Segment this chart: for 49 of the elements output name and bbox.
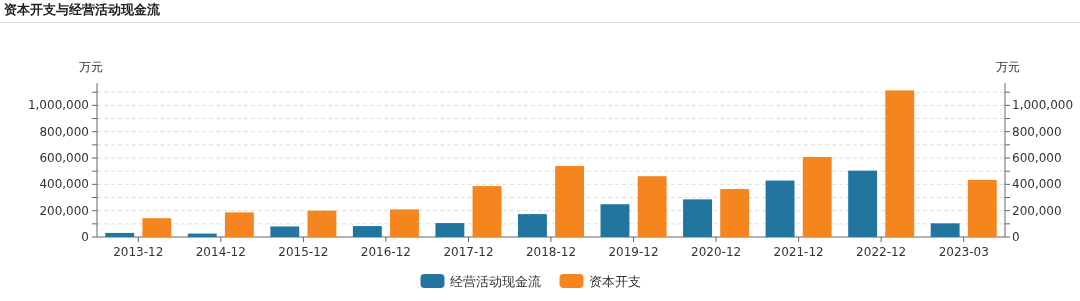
legend-label: 经营活动现金流 (449, 274, 541, 289)
y2-axis-title: 万元 (996, 60, 1020, 74)
x-tick-label: 2018-12 (525, 245, 577, 259)
bar (930, 223, 960, 237)
x-tick-label: 2015-12 (278, 245, 329, 259)
y2-tick-label: 1,000,000 (1012, 98, 1074, 113)
x-tick-label: 2019-12 (608, 245, 659, 259)
y-tick-label: 1,000,000 (27, 98, 89, 113)
bar (435, 223, 465, 237)
bar (390, 209, 419, 237)
chart-title: 资本开支与经营活动现金流 (4, 2, 161, 17)
x-tick-label: 2016-12 (360, 245, 411, 259)
bar (720, 189, 750, 237)
y2-tick-label: 400,000 (1012, 177, 1062, 192)
bar (885, 90, 915, 237)
y-tick-label: 200,000 (39, 203, 89, 218)
y-tick-label: 0 (81, 230, 89, 244)
bar (683, 199, 712, 237)
bar (352, 226, 382, 237)
y2-tick-label: 600,000 (1012, 151, 1062, 166)
bar (600, 204, 630, 237)
y2-tick-label: 800,000 (1012, 124, 1062, 139)
x-tick-label: 2021-12 (773, 245, 824, 259)
bar (105, 232, 135, 237)
bar (967, 179, 997, 237)
x-tick-label: 2017-12 (443, 245, 494, 259)
y-axis-title: 万元 (79, 60, 103, 74)
legend-label: 资本开支 (588, 274, 641, 289)
bar (848, 170, 878, 237)
bar (637, 176, 667, 237)
y2-tick-label: 0 (1012, 230, 1020, 244)
y-tick-label: 400,000 (39, 177, 89, 192)
bar (802, 156, 832, 237)
bar (555, 165, 585, 237)
bar (270, 226, 300, 237)
y2-tick-label: 200,000 (1012, 203, 1062, 218)
bar (224, 212, 254, 237)
bar (517, 214, 547, 237)
y-tick-label: 800,000 (39, 124, 89, 139)
bar (472, 186, 502, 237)
x-tick-label: 2020-12 (691, 245, 742, 259)
bar (765, 180, 795, 237)
y-tick-label: 600,000 (39, 151, 89, 166)
x-tick-label: 2022-12 (856, 245, 907, 259)
bar (142, 218, 172, 237)
x-tick-label: 2013-12 (113, 245, 164, 259)
bar (307, 210, 337, 237)
x-tick-label: 2014-12 (195, 245, 246, 259)
x-tick-label: 2023-03 (938, 245, 989, 259)
